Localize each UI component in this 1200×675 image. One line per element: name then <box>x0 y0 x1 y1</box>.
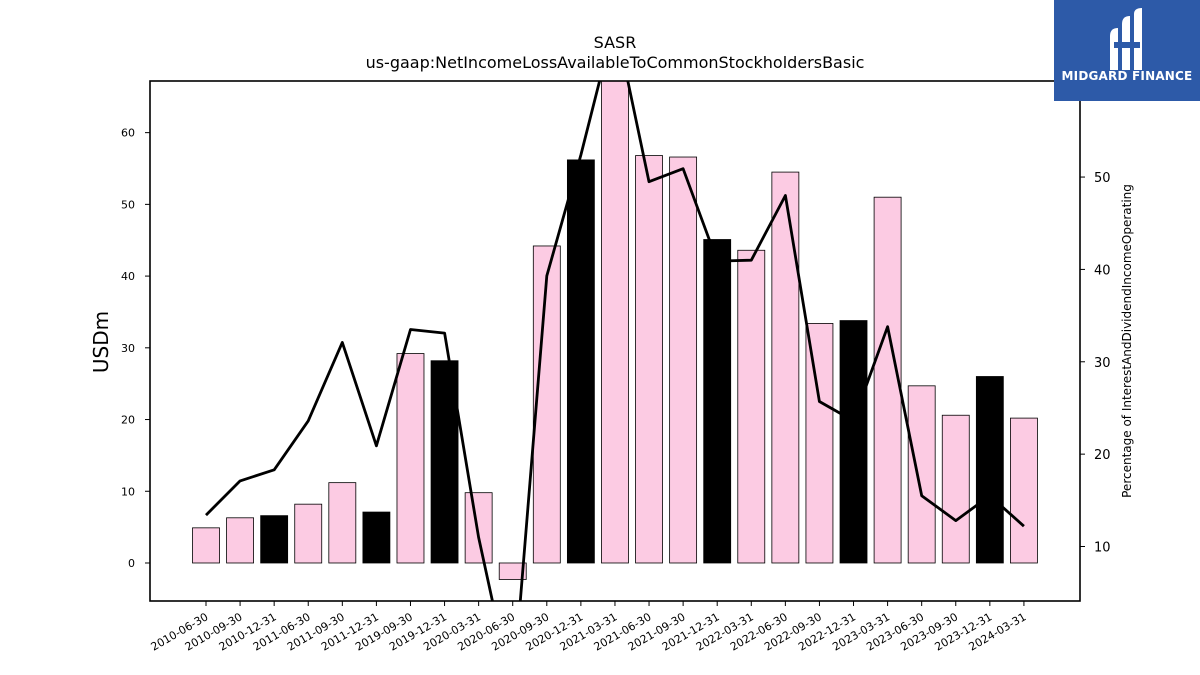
chart-title: SASR <box>594 33 637 52</box>
y2-tick-label: 50 <box>1094 171 1111 186</box>
bar <box>567 160 594 563</box>
y-tick-label: 60 <box>121 127 135 140</box>
y-tick-label: 10 <box>121 485 135 498</box>
y-axis-label: USDm <box>89 311 113 373</box>
y-tick-label: 50 <box>121 198 135 211</box>
bar <box>1010 418 1037 563</box>
bar <box>295 504 322 563</box>
bar <box>806 323 833 563</box>
y-tick-label: 30 <box>121 342 135 355</box>
y2-tick-label: 10 <box>1094 541 1111 556</box>
bar <box>738 250 765 563</box>
bars-group <box>193 68 1038 579</box>
bar <box>704 240 731 563</box>
y2-tick-label: 30 <box>1094 356 1111 371</box>
bar <box>908 386 935 563</box>
y-tick-label: 20 <box>121 414 135 427</box>
y2-axis-label: Percentage of InterestAndDividendIncomeO… <box>1120 184 1134 498</box>
y2-tick-label: 20 <box>1094 448 1111 463</box>
bar <box>193 528 220 563</box>
bar <box>840 321 867 563</box>
chart-subtitle: us-gaap:NetIncomeLossAvailableToCommonSt… <box>366 53 865 72</box>
y-tick-label: 40 <box>121 270 135 283</box>
bar <box>942 415 969 563</box>
bar <box>363 512 390 563</box>
brand-logo: MIDGARD FINANCE <box>1054 0 1200 101</box>
bar <box>976 377 1003 563</box>
bar <box>601 68 628 563</box>
logo-text: MIDGARD FINANCE <box>1054 69 1200 83</box>
chart: SASR us-gaap:NetIncomeLossAvailableToCom… <box>0 0 1200 675</box>
bar <box>670 157 697 563</box>
bar <box>227 518 254 563</box>
bar <box>397 354 424 563</box>
bar <box>465 493 492 563</box>
bar <box>636 156 663 563</box>
plot-area: 010203040506010203040502010-06-302010-09… <box>121 20 1111 675</box>
logo-mark-icon <box>1104 8 1150 70</box>
bar <box>261 516 288 563</box>
y2-tick-label: 40 <box>1094 263 1111 278</box>
bar <box>329 483 356 563</box>
y-tick-label: 0 <box>128 557 135 570</box>
bar <box>772 172 799 563</box>
